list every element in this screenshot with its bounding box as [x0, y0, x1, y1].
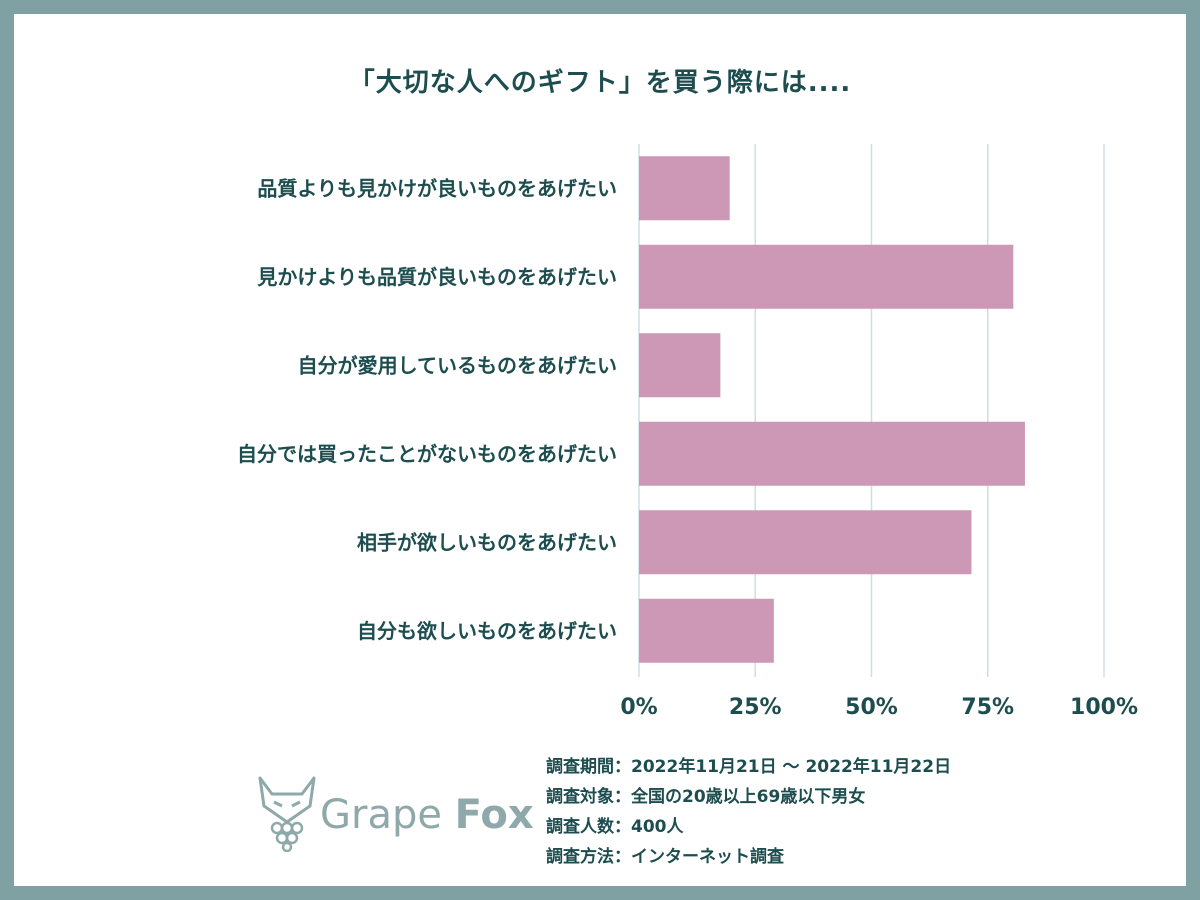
bar-0 — [639, 156, 730, 221]
bar-4 — [639, 510, 972, 575]
x-tick-label-4: 100% — [1070, 695, 1138, 720]
survey-info: 調査期間：2022年11月21日 〜 2022年11月22日 調査対象：全国の2… — [546, 752, 951, 872]
logo-wordmark: Grape Fox — [320, 792, 534, 838]
chart-title: 「大切な人へのギフト」を買う際には.... — [348, 68, 852, 98]
x-tick-label-0: 0% — [620, 695, 657, 720]
survey-count: 調査人数：400人 — [546, 817, 684, 837]
fox-grape-icon — [258, 776, 316, 853]
category-label-1: 見かけよりも品質が良いものをあげたい — [257, 265, 617, 289]
x-tick-label-3: 75% — [961, 695, 1014, 720]
survey-period: 調査期間：2022年11月21日 〜 2022年11月22日 — [546, 757, 952, 777]
bar-5 — [639, 598, 774, 663]
bar-2 — [639, 333, 721, 398]
category-label-5: 自分も欲しいものをあげたい — [357, 619, 617, 643]
x-tick-label-2: 50% — [845, 695, 898, 720]
category-label-4: 相手が欲しいものをあげたい — [357, 530, 617, 554]
survey-method: 調査方法：インターネット調査 — [546, 847, 784, 867]
bar-3 — [639, 421, 1025, 486]
category-label-2: 自分が愛用しているものをあげたい — [298, 353, 617, 377]
category-label-3: 自分では買ったことがないものをあげたい — [237, 442, 617, 466]
category-label-0: 品質よりも見かけが良いものをあげたい — [257, 176, 617, 200]
card: 「大切な人へのギフト」を買う際には.... 0% 25% 50% 75% 100% 品質よ… — [14, 14, 1186, 886]
logo-word-fox: Fox — [454, 792, 534, 838]
bar-chart: 0% 25% 50% 75% 100% 品質よりも見かけが良いものをあげたい見かけよりも品… — [237, 144, 1138, 720]
bar-1 — [639, 244, 1014, 309]
survey-target: 調査対象：全国の20歳以上69歳以下男女 — [546, 787, 866, 807]
x-tick-label-1: 25% — [729, 695, 782, 720]
grapefox-logo: Grape Fox — [252, 772, 534, 853]
logo-word-grape: Grape — [320, 792, 442, 838]
